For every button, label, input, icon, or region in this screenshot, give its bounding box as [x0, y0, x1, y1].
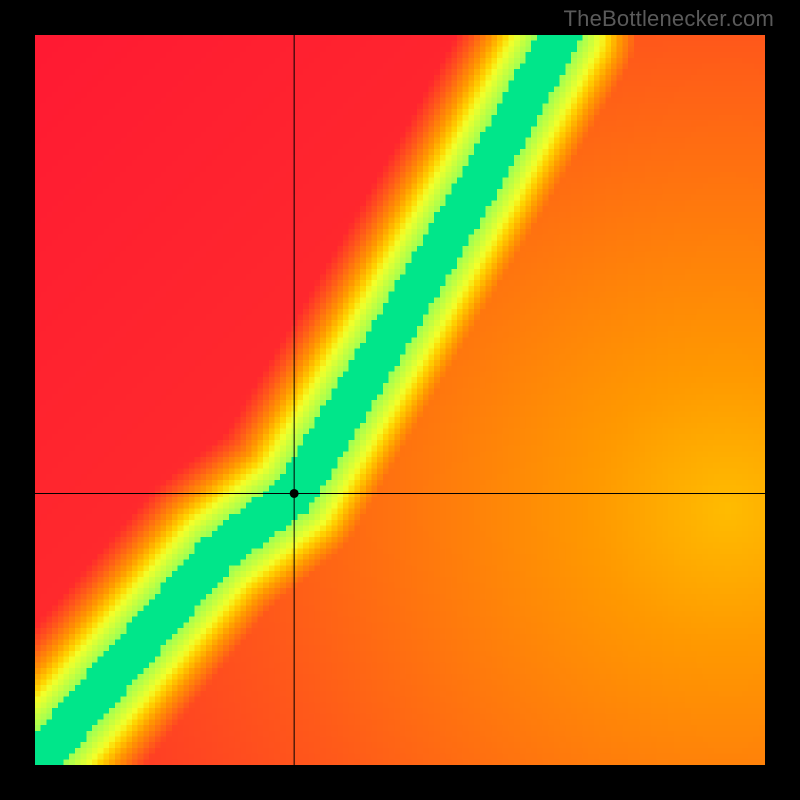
watermark-text: TheBottlenecker.com	[564, 6, 774, 32]
heatmap-canvas	[35, 35, 765, 765]
chart-frame: TheBottlenecker.com	[0, 0, 800, 800]
heatmap-plot	[35, 35, 765, 765]
